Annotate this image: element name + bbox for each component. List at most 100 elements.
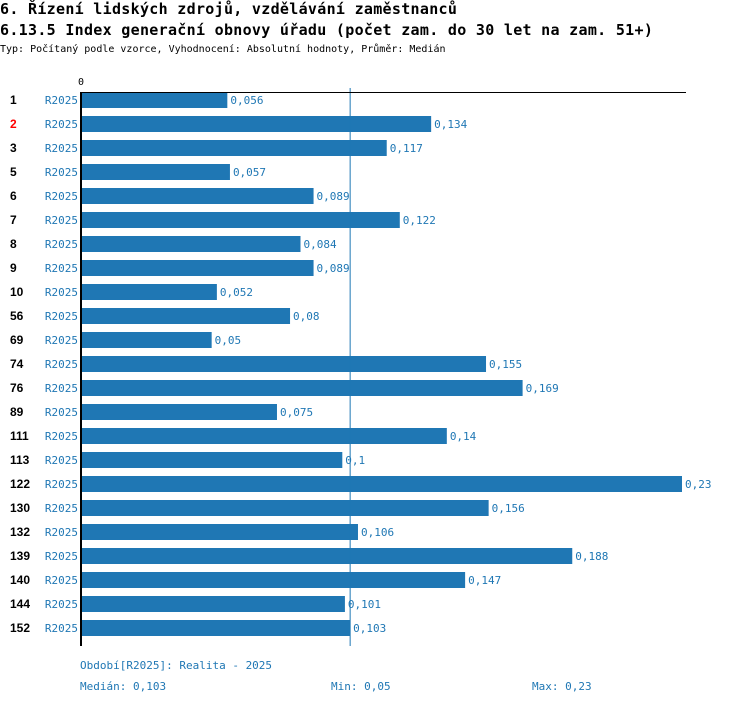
row-id-label: 6 — [10, 189, 17, 203]
series-label: R2025 — [45, 526, 78, 539]
bar — [81, 524, 358, 540]
row-id-label: 8 — [10, 237, 17, 251]
series-label: R2025 — [45, 262, 78, 275]
series-label: R2025 — [45, 238, 78, 251]
row-id-label: 130 — [10, 501, 30, 515]
row-id-label: 89 — [10, 405, 24, 419]
bar — [81, 452, 343, 468]
series-label: R2025 — [45, 166, 78, 179]
row-id-label: 140 — [10, 573, 30, 587]
row-id-label: 113 — [10, 453, 30, 467]
row-id-label: 3 — [10, 141, 17, 155]
value-label: 0,117 — [390, 142, 423, 155]
row-id-label: 10 — [10, 285, 24, 299]
bar — [81, 260, 314, 276]
series-label: R2025 — [45, 334, 78, 347]
indicator-meta: Typ: Počítaný podle vzorce, Vyhodnocení:… — [0, 44, 446, 55]
row-id-label: 122 — [10, 477, 30, 491]
bar — [81, 476, 682, 492]
axis-zero-label: 0 — [78, 77, 84, 88]
row-id-label: 74 — [10, 357, 24, 371]
series-label: R2025 — [45, 214, 78, 227]
row-id-label: 9 — [10, 261, 17, 275]
value-label: 0,05 — [215, 334, 242, 347]
bar — [81, 284, 217, 300]
value-label: 0,103 — [353, 622, 386, 635]
value-label: 0,14 — [450, 430, 477, 443]
indicator-title: 6.13.5 Index generační obnovy úřadu (poč… — [0, 21, 654, 39]
value-label: 0,052 — [220, 286, 253, 299]
row-id-label: 111 — [10, 429, 29, 443]
series-label: R2025 — [45, 382, 78, 395]
row-id-label: 5 — [10, 165, 17, 179]
value-label: 0,075 — [280, 406, 313, 419]
value-label: 0,147 — [468, 574, 501, 587]
period-legend: Období[R2025]: Realita - 2025 — [80, 659, 273, 672]
bar — [81, 596, 345, 612]
series-label: R2025 — [45, 310, 78, 323]
row-id-label: 144 — [10, 597, 30, 611]
bar — [81, 548, 573, 564]
series-label: R2025 — [45, 478, 78, 491]
value-label: 0,155 — [489, 358, 522, 371]
min-stat: Min: 0,05 — [331, 680, 391, 693]
row-id-label: 56 — [10, 309, 24, 323]
value-label: 0,1 — [345, 454, 365, 467]
series-label: R2025 — [45, 406, 78, 419]
series-label: R2025 — [45, 94, 78, 107]
row-id-label: 139 — [10, 549, 30, 563]
series-label: R2025 — [45, 598, 78, 611]
series-label: R2025 — [45, 622, 78, 635]
value-label: 0,188 — [575, 550, 608, 563]
row-id-label: 7 — [10, 213, 17, 227]
value-label: 0,134 — [434, 118, 467, 131]
row-id-label: 1 — [10, 93, 17, 107]
series-label: R2025 — [45, 430, 78, 443]
value-label: 0,23 — [685, 478, 712, 491]
section-title: 6. Řízení lidských zdrojů, vzdělávání za… — [0, 0, 458, 18]
row-id-label: 132 — [10, 525, 30, 539]
max-stat: Max: 0,23 — [532, 680, 592, 693]
value-label: 0,106 — [361, 526, 394, 539]
bar — [81, 620, 351, 636]
bar — [81, 164, 230, 180]
bar — [81, 404, 277, 420]
value-label: 0,056 — [230, 94, 263, 107]
bar — [81, 500, 489, 516]
row-id-label: 76 — [10, 381, 24, 395]
series-label: R2025 — [45, 358, 78, 371]
series-label: R2025 — [45, 454, 78, 467]
value-label: 0,156 — [492, 502, 525, 515]
bar — [81, 236, 301, 252]
value-label: 0,089 — [317, 262, 350, 275]
series-label: R2025 — [45, 502, 78, 515]
series-label: R2025 — [45, 286, 78, 299]
bar — [81, 308, 291, 324]
bar — [81, 116, 432, 132]
value-label: 0,169 — [526, 382, 559, 395]
bar — [81, 92, 228, 108]
bar — [81, 140, 387, 156]
series-label: R2025 — [45, 190, 78, 203]
bar — [81, 380, 523, 396]
bar — [81, 428, 447, 444]
row-id-label: 2 — [10, 117, 17, 131]
value-label: 0,08 — [293, 310, 320, 323]
value-label: 0,057 — [233, 166, 266, 179]
series-label: R2025 — [45, 142, 78, 155]
median-stat: Medián: 0,103 — [80, 680, 167, 693]
value-label: 0,089 — [317, 190, 350, 203]
series-label: R2025 — [45, 550, 78, 563]
bar — [81, 332, 212, 348]
bar — [81, 572, 466, 588]
bar — [81, 212, 400, 228]
row-id-label: 152 — [10, 621, 30, 635]
bar — [81, 356, 487, 372]
value-label: 0,084 — [303, 238, 336, 251]
value-label: 0,122 — [403, 214, 436, 227]
value-label: 0,101 — [348, 598, 381, 611]
bar — [81, 188, 314, 204]
row-id-label: 69 — [10, 333, 24, 347]
series-label: R2025 — [45, 118, 78, 131]
